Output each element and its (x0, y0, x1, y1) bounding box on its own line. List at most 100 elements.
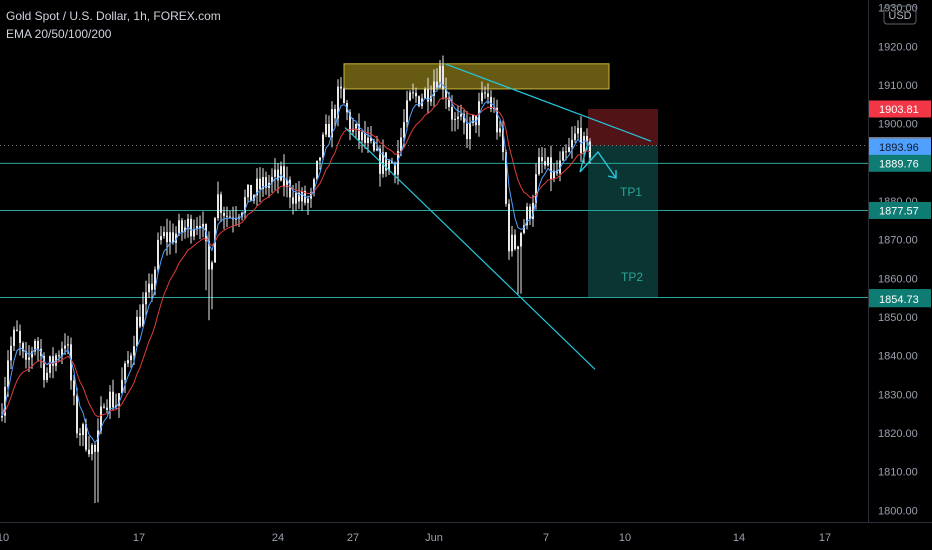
descending-resistance-line (444, 63, 652, 142)
candle-body (367, 137, 369, 144)
candle-body (274, 169, 276, 177)
candle-body (466, 122, 468, 140)
symbol-title: Gold Spot / U.S. Dollar, 1h, FOREX.com (6, 9, 221, 23)
date-tick-2: 24 (272, 532, 284, 544)
candle-body (118, 393, 120, 406)
candle-body (541, 157, 543, 162)
candle-body (583, 135, 585, 154)
date-tick-7: 14 (733, 532, 745, 544)
candle-body (325, 123, 327, 135)
candle-body (520, 233, 522, 247)
candle-body (328, 123, 330, 138)
candle-body (370, 137, 372, 141)
price-tick-10: 1830.00 (878, 389, 918, 401)
candle-body (157, 240, 159, 270)
price-tick-6: 1870.00 (878, 235, 918, 247)
price-tick-11: 1820.00 (878, 428, 918, 440)
candle-body (562, 151, 564, 161)
candle-body (586, 135, 588, 142)
candle-body (109, 391, 111, 410)
candle-body (163, 232, 165, 237)
price-tag-text-4: 1877.57 (879, 205, 919, 217)
candle-body (211, 262, 213, 270)
candle-body (265, 177, 267, 188)
candle-body (292, 197, 294, 204)
candle-body (382, 152, 384, 174)
candle-body (4, 386, 6, 416)
candle-body (73, 380, 75, 396)
candle-body (499, 128, 501, 133)
candle-body (454, 118, 456, 120)
candle-body (391, 160, 393, 163)
candle-body (388, 160, 390, 171)
ema-fast-line (1, 81, 591, 444)
candle-body (202, 223, 204, 229)
tp1-label: TP1 (620, 185, 642, 199)
candle-body (430, 95, 432, 102)
candle-body (439, 65, 441, 88)
candle-body (286, 179, 288, 187)
candle-body (457, 116, 459, 119)
price-tag-4 (869, 201, 931, 219)
candle-body (256, 178, 258, 196)
candle-body (25, 351, 27, 360)
candle-body (229, 216, 231, 218)
candle-body (517, 246, 519, 250)
candle-body (535, 174, 537, 204)
candle-body (94, 444, 96, 452)
candle-body (532, 203, 534, 220)
date-tick-6: 10 (619, 532, 631, 544)
indicator-legend: EMA 20/50/100/200 (6, 27, 112, 41)
candle-body (52, 356, 54, 366)
candle-body (418, 96, 420, 107)
candle-body (43, 355, 45, 380)
candle-body (76, 395, 78, 434)
candle-body (121, 379, 123, 394)
candle-body (340, 86, 342, 89)
candle-body (487, 93, 489, 97)
ema-slow-line (1, 97, 591, 418)
candle-body (289, 179, 291, 198)
candle-body (100, 406, 102, 431)
candle-body (580, 127, 582, 154)
price-tick-3: 1900.00 (878, 119, 918, 131)
price-tag-text-2: 1893.96 (879, 142, 919, 154)
candle-body (559, 160, 561, 174)
price-tick-12: 1810.00 (878, 467, 918, 479)
candle-body (175, 233, 177, 243)
price-tag-text-6: 1854.73 (879, 294, 919, 306)
candle-body (373, 140, 375, 151)
candle-body (433, 81, 435, 96)
candle-body (361, 132, 363, 141)
candle-body (91, 444, 93, 455)
candle-body (193, 229, 195, 237)
candle-body (460, 114, 462, 117)
candle-body (115, 405, 117, 408)
candle-body (301, 190, 303, 202)
candle-body (28, 357, 30, 360)
candle-body (424, 89, 426, 99)
candle-body (127, 360, 129, 364)
candle-body (463, 114, 465, 123)
price-tag-text-0: 1903.81 (879, 104, 919, 116)
price-tick-13: 1800.00 (878, 505, 918, 517)
candle-body (130, 355, 132, 361)
candle-body (508, 203, 510, 252)
candle-body (295, 192, 297, 204)
candle-body (319, 157, 321, 161)
candle-body (247, 184, 249, 198)
price-tick-8: 1850.00 (878, 312, 918, 324)
candle-body (70, 344, 72, 381)
price-tick-1: 1920.00 (878, 41, 918, 53)
candle-body (445, 89, 447, 99)
candle-body (124, 363, 126, 380)
candle-body (472, 115, 474, 123)
candle-body (415, 92, 417, 97)
projection-path (579, 141, 617, 179)
candle-body (7, 360, 9, 387)
candle-body (49, 356, 51, 373)
candle-body (145, 292, 147, 305)
candle-body (277, 169, 279, 181)
